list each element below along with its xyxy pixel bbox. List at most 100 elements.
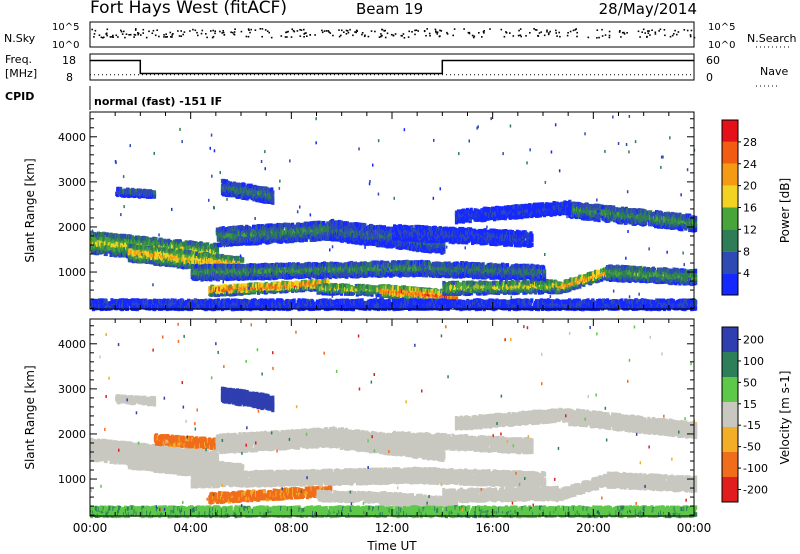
- sky-noise-point: [180, 35, 182, 37]
- sky-noise-point: [673, 33, 675, 35]
- sky-noise-point: [576, 36, 578, 38]
- sky-noise-point: [117, 36, 119, 38]
- sky-noise-point: [95, 30, 97, 32]
- sky-noise-point: [343, 31, 345, 33]
- sky-noise-point: [184, 31, 186, 33]
- sky-noise-point: [452, 35, 454, 37]
- sky-left-tick-top: 10^5: [52, 22, 79, 33]
- sky-noise-point: [205, 33, 207, 35]
- sky-noise-point: [123, 31, 125, 33]
- sky-noise-point: [414, 30, 416, 32]
- sky-noise-point: [192, 29, 194, 31]
- sky-noise-point: [163, 34, 165, 36]
- sky-noise-point: [573, 30, 575, 32]
- sky-noise-point: [197, 35, 199, 37]
- sky-noise-point: [437, 33, 439, 35]
- sky-noise-point: [281, 35, 283, 37]
- sky-noise-point: [533, 28, 535, 30]
- sky-noise-point: [99, 34, 101, 36]
- sky-noise-point: [620, 36, 622, 38]
- sky-noise-point: [291, 36, 293, 38]
- sky-noise-point: [255, 29, 257, 31]
- sky-noise-point: [112, 36, 114, 38]
- sky-noise-point: [597, 29, 599, 31]
- sky-noise-point: [567, 32, 569, 34]
- sky-noise-point: [341, 30, 343, 32]
- sky-noise-point: [518, 35, 520, 37]
- sky-noise-point: [429, 33, 431, 35]
- power-echo-cell: [355, 240, 358, 245]
- sky-noise-point: [393, 35, 395, 37]
- sky-noise-point: [518, 30, 520, 32]
- sky-noise-point: [609, 37, 611, 39]
- sky-noise-point: [408, 31, 410, 33]
- sky-noise-point: [639, 36, 641, 38]
- sky-noise-point: [472, 35, 474, 37]
- sky-noise-point: [525, 35, 527, 37]
- sky-noise-point: [249, 32, 251, 34]
- power-echo-data: [90, 115, 697, 311]
- sky-noise-point: [177, 30, 179, 32]
- sky-noise-point: [153, 30, 155, 32]
- nave-tick-top: 60: [706, 54, 720, 67]
- sky-noise-point: [328, 30, 330, 32]
- sky-noise-point: [368, 36, 370, 38]
- station-title: Fort Hays West (fitACF): [90, 0, 287, 18]
- sky-noise-point: [381, 29, 383, 31]
- sky-noise-point: [140, 34, 142, 36]
- sky-noise-point: [425, 35, 427, 37]
- sky-noise-point: [489, 28, 491, 30]
- sky-noise-point: [241, 31, 243, 33]
- sky-noise-point: [155, 35, 157, 37]
- freq-tick-bottom: 8: [66, 71, 73, 84]
- sky-noise-point: [230, 31, 232, 33]
- sky-noise-point: [130, 34, 132, 36]
- sky-noise-point: [435, 32, 437, 34]
- cpid-mode-text: normal (fast) -151 IF: [94, 95, 222, 108]
- sky-noise-point: [684, 29, 686, 31]
- sky-noise-point: [540, 31, 542, 33]
- freq-panel: Freq. [MHz] 18 8 60 0 Nave: [5, 53, 788, 86]
- sky-noise-point: [598, 37, 600, 39]
- sky-noise-point: [429, 35, 431, 37]
- sky-noise-point: [501, 29, 503, 31]
- sky-panel: N.Sky 10^5 10^0 10^5 10^0 N.Search: [4, 22, 797, 51]
- sky-noise-point: [294, 31, 296, 33]
- sky-noise-point: [602, 35, 604, 37]
- sky-noise-point: [340, 35, 342, 37]
- sky-noise-point: [539, 32, 541, 34]
- sky-noise-point: [570, 31, 572, 33]
- sky-noise-point: [206, 37, 208, 39]
- power-echo-cell: [267, 223, 270, 228]
- sky-noise-point: [473, 37, 475, 39]
- sky-noise-point: [395, 33, 397, 35]
- sky-noise-point: [638, 31, 640, 33]
- sky-noise-point: [658, 30, 660, 32]
- sky-noise-point: [437, 31, 439, 33]
- sky-noise-point: [435, 29, 437, 31]
- sky-noise-point: [441, 30, 443, 32]
- sky-noise-point: [447, 33, 449, 35]
- sky-noise-point: [223, 32, 225, 34]
- sky-noise-point: [664, 35, 666, 37]
- sky-noise-point: [605, 34, 607, 36]
- sky-noise-point: [439, 35, 441, 37]
- sky-noise-point: [268, 32, 270, 34]
- sky-noise-point: [107, 29, 109, 31]
- search-right-label: N.Search: [747, 32, 797, 45]
- sky-noise-point: [678, 31, 680, 33]
- sky-noise-point: [305, 32, 307, 34]
- sky-noise-point: [403, 33, 405, 35]
- sky-noise-point: [644, 32, 646, 34]
- sky-noise-point: [300, 35, 302, 37]
- sky-noise-point: [126, 33, 128, 35]
- sky-noise-point: [135, 28, 137, 30]
- sky-noise-point: [348, 32, 350, 34]
- sky-noise-point: [233, 33, 235, 35]
- sky-noise-point: [387, 33, 389, 35]
- sky-noise-point: [352, 35, 354, 37]
- sky-noise-point: [347, 30, 349, 32]
- sky-noise-point: [609, 35, 611, 37]
